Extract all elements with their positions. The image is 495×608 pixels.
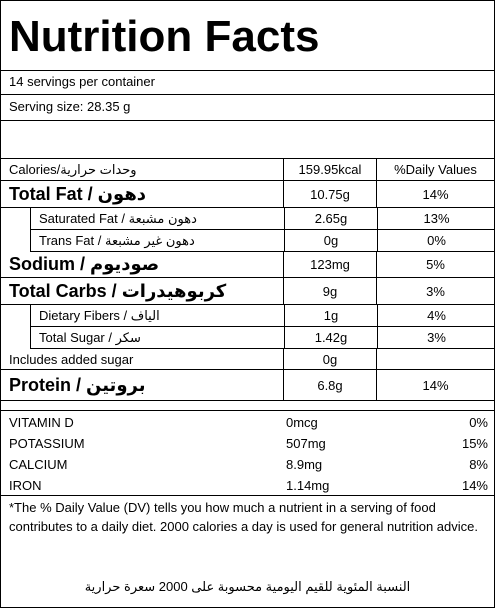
vitamin-amount: 8.9mg <box>286 457 323 472</box>
nutrient-row: Includes added sugar 0g <box>1 349 494 370</box>
nutrient-label: Saturated Fat / دهون مشبعة <box>39 210 197 226</box>
arabic-footnote: النسبة المئوية للقيم اليومية محسوبة على … <box>84 579 411 594</box>
nutrient-label: Protein / بروتين <box>9 374 146 395</box>
nutrient-amount: 1g <box>284 305 377 326</box>
divider <box>1 94 494 95</box>
nutrient-row: Total Sugar / سكر 1.42g 3% <box>30 327 494 349</box>
daily-value: 4% <box>377 305 495 326</box>
vitamin-row: POTASSIUM 507mg 15% <box>1 433 494 454</box>
daily-value: 3% <box>377 327 495 348</box>
daily-value: 0% <box>377 230 495 251</box>
nutrient-amount: 0g <box>283 349 376 369</box>
divider <box>1 70 494 71</box>
vitamin-dv: 14% <box>461 477 488 493</box>
nutrient-label: Sodium / صوديوم <box>9 254 160 274</box>
daily-value: 3% <box>376 278 494 304</box>
nutrient-label: Dietary Fibers / الياف <box>39 307 160 323</box>
vitamin-row: CALCIUM 8.9mg 8% <box>1 454 494 475</box>
nutrient-amount: 9g <box>283 278 376 304</box>
nutrient-amount: 1.42g <box>284 327 377 348</box>
nutrient-amount: 159.95kcal <box>283 159 376 180</box>
vitamin-row: VITAMIN D 0mcg 0% <box>1 412 494 433</box>
vitamin-label: VITAMIN D <box>9 415 74 430</box>
vitamin-dv: 0% <box>469 415 488 430</box>
divider <box>1 158 494 159</box>
nutrient-label: Total Fat / دهون <box>9 183 147 204</box>
daily-value: 5% <box>376 252 494 277</box>
nutrient-row: Total Fat / دهون 10.75g 14% <box>1 181 494 208</box>
nutrient-row: Saturated Fat / دهون مشبعة 2.65g 13% <box>30 208 494 230</box>
calories-row: Calories/وحدات حرارية 159.95kcal %Daily Va… <box>1 159 494 181</box>
vitamin-row: IRON 1.14mg 14% <box>1 475 494 496</box>
servings: 14 servings per container <box>9 74 155 89</box>
nutrient-label: Total Sugar / سكر <box>39 329 141 345</box>
vitamin-dv: 15% <box>461 436 488 451</box>
nutrient-amount: 2.65g <box>284 208 377 229</box>
daily-value: 13% <box>377 208 495 229</box>
vitamin-dv: 8% <box>469 457 488 472</box>
nutrient-label: Calories/وحدات حرارية <box>9 161 137 177</box>
divider <box>1 120 494 121</box>
daily-value <box>376 349 494 369</box>
divider <box>1 410 494 411</box>
vitamin-label: CALCIUM <box>9 457 68 472</box>
nutrient-row: Sodium / صوديوم 123mg 5% <box>1 252 494 278</box>
nutrient-amount: 10.75g <box>283 181 376 207</box>
daily-value: 14% <box>376 370 494 400</box>
nutrient-row: Protein / بروتين 6.8g 14% <box>1 370 494 401</box>
vitamin-amount: 507mg <box>286 436 326 451</box>
serving-size: Serving size: 28.35 g <box>9 99 131 114</box>
nutrient-label: Total Carbs / كربوهيدرات <box>9 280 227 301</box>
vitamin-amount: 1.14mg <box>286 477 330 493</box>
daily-value: %Daily Values <box>376 159 494 180</box>
daily-value: 14% <box>376 181 494 207</box>
vitamin-amount: 0mcg <box>286 415 318 430</box>
nutrient-label: Trans Fat / دهون غير مشبعة <box>39 232 195 248</box>
nutrient-label: Includes added sugar <box>9 351 134 367</box>
vitamin-label: IRON <box>9 477 42 493</box>
vitamin-label: POTASSIUM <box>9 436 85 451</box>
nutrient-row: Dietary Fibers / الياف 1g 4% <box>30 305 494 327</box>
nutrient-row: Trans Fat / دهون غير مشبعة 0g 0% <box>30 230 494 252</box>
nutrient-amount: 0g <box>284 230 377 251</box>
nutrient-amount: 123mg <box>283 252 376 277</box>
title: Nutrition Facts <box>9 12 320 61</box>
nutrient-row: Total Carbs / كربوهيدرات 9g 3% <box>1 278 494 305</box>
footnote: *The % Daily Value (DV) tells you how mu… <box>9 500 478 534</box>
nutrient-amount: 6.8g <box>283 370 376 400</box>
